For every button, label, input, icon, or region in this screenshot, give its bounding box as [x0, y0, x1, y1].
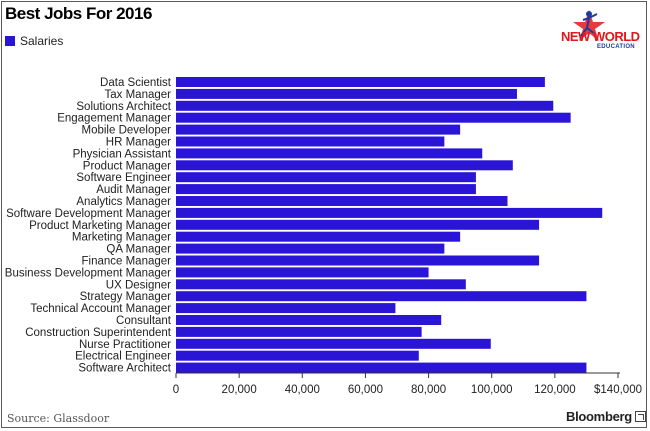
category-label: Product Manager: [83, 160, 171, 172]
x-tick-label: 80,000: [411, 384, 446, 396]
star-figure-icon: [573, 10, 605, 41]
bar: [176, 219, 540, 230]
category-label: Data Scientist: [100, 77, 172, 89]
category-label: Software Engineer: [76, 172, 171, 184]
bar: [176, 136, 445, 147]
x-tick-label: $140,000: [594, 384, 642, 396]
bar: [176, 88, 517, 99]
category-label: Software Architect: [78, 363, 171, 375]
category-label: Technical Account Manager: [30, 303, 171, 315]
x-tick-label: 0: [173, 384, 179, 396]
bar: [176, 77, 545, 87]
category-label: Business Development Manager: [5, 267, 171, 279]
bar: [176, 112, 571, 123]
logo-subtext: EDUCATION: [597, 44, 635, 50]
x-tick-label: 20,000: [222, 384, 257, 396]
category-label: Construction Superintendent: [25, 327, 172, 339]
category-label: Finance Manager: [82, 256, 172, 268]
expand-icon: [634, 411, 646, 422]
bar: [176, 207, 603, 218]
source-note: Source: Glassdoor: [7, 412, 110, 425]
bar: [176, 303, 396, 314]
category-label: Engagement Manager: [57, 113, 171, 125]
category-label: Strategy Manager: [80, 291, 172, 303]
category-label: Electrical Engineer: [75, 351, 171, 363]
category-label: Software Development Manager: [6, 208, 171, 220]
bar: [176, 243, 445, 254]
bar: [176, 315, 442, 325]
category-label: Physician Assistant: [73, 148, 172, 160]
bar: [176, 172, 476, 183]
category-label: Consultant: [116, 315, 172, 327]
legend-swatch: [5, 36, 15, 46]
bar: [176, 279, 466, 290]
category-label: Solutions Architect: [76, 101, 171, 113]
x-tick-label: 60,000: [348, 384, 383, 396]
x-tick-label: 100,000: [471, 384, 513, 396]
category-label: Mobile Developer: [82, 125, 172, 137]
category-label: Analytics Manager: [76, 196, 171, 208]
bar: [176, 350, 419, 361]
bar: [176, 196, 508, 206]
bar: [176, 124, 461, 135]
bar: [176, 326, 422, 337]
bar: [176, 362, 587, 373]
new-world-education-logo: NEW WORLD EDUCATION: [553, 8, 641, 58]
category-label: Product Marketing Manager: [29, 220, 171, 232]
bar: [176, 160, 513, 171]
category-label: UX Designer: [106, 279, 171, 291]
x-tick-label: 40,000: [285, 384, 320, 396]
category-label: HR Manager: [106, 137, 171, 149]
category-label: QA Manager: [106, 244, 171, 256]
bar: [176, 291, 587, 302]
bar: [176, 100, 554, 111]
category-label: Nurse Practitioner: [79, 339, 171, 351]
legend-label: Salaries: [20, 34, 64, 48]
bloomberg-brand: Bloomberg: [566, 409, 646, 424]
bar: [176, 338, 491, 349]
bar: [176, 255, 540, 266]
x-tick-label: 120,000: [534, 384, 576, 396]
category-label: Tax Manager: [105, 89, 172, 101]
legend: Salaries: [5, 34, 63, 48]
category-label: Marketing Manager: [72, 232, 171, 244]
bar: [176, 148, 483, 159]
category-label: Audit Manager: [96, 184, 171, 196]
bar: [176, 184, 476, 195]
chart-title: Best Jobs For 2016: [5, 4, 152, 23]
bar: [176, 267, 429, 278]
brand-label: Bloomberg: [566, 409, 632, 424]
logo-text: NEW WORLD: [561, 29, 640, 44]
bar: [176, 231, 461, 242]
